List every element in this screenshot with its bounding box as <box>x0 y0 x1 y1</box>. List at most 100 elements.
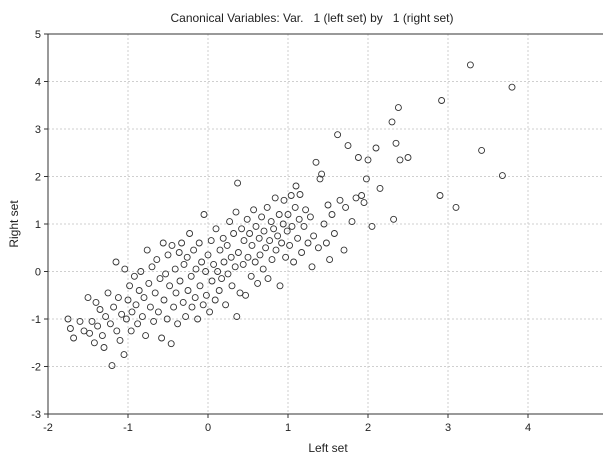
data-point <box>248 241 256 249</box>
data-point <box>376 184 384 192</box>
data-point <box>100 344 108 351</box>
data-point <box>206 308 214 316</box>
data-point <box>291 203 299 211</box>
data-point <box>191 294 199 302</box>
data-point <box>219 234 227 242</box>
data-point <box>168 241 176 249</box>
x-tick-label: 4 <box>525 422 531 434</box>
data-point <box>207 237 215 245</box>
data-point <box>344 142 352 150</box>
data-point <box>320 220 328 228</box>
data-point <box>287 192 295 199</box>
data-point <box>251 258 259 266</box>
data-point <box>342 203 350 211</box>
data-point <box>80 327 88 335</box>
data-point <box>259 265 267 273</box>
data-point <box>90 339 98 347</box>
y-tick-label: 1 <box>35 219 41 231</box>
data-point <box>195 239 203 247</box>
x-axis-title: Left set <box>308 441 348 455</box>
data-point <box>336 196 344 204</box>
data-point <box>306 213 314 221</box>
data-point <box>212 225 220 233</box>
data-point <box>134 320 142 328</box>
data-point <box>112 258 120 266</box>
data-point <box>202 268 210 275</box>
data-point <box>296 191 304 198</box>
data-point <box>228 282 236 290</box>
data-point <box>142 332 150 340</box>
data-point <box>187 272 195 280</box>
data-point <box>267 218 275 226</box>
data-point <box>116 336 124 344</box>
y-tick-label: 3 <box>35 124 41 136</box>
data-point <box>188 303 196 311</box>
data-point <box>128 308 136 316</box>
data-point <box>64 315 72 323</box>
data-point <box>264 275 272 283</box>
data-point <box>300 222 308 230</box>
data-point <box>436 192 444 199</box>
data-point <box>231 263 239 271</box>
data-point <box>270 225 278 233</box>
data-point <box>364 156 372 164</box>
data-point <box>130 272 138 280</box>
data-point <box>151 289 159 297</box>
data-point <box>252 222 260 230</box>
data-point <box>211 296 219 304</box>
data-point <box>372 144 380 152</box>
data-point <box>498 172 506 180</box>
data-point <box>106 320 114 328</box>
data-point <box>184 287 192 294</box>
data-point <box>114 294 122 302</box>
data-point <box>226 218 234 226</box>
data-point <box>163 315 171 323</box>
data-point <box>210 260 218 268</box>
data-point <box>452 203 460 211</box>
data-point <box>294 234 302 242</box>
data-point <box>404 154 412 161</box>
data-point <box>200 211 208 218</box>
data-point <box>358 192 366 199</box>
data-point <box>140 294 148 302</box>
data-point <box>178 239 186 247</box>
data-point <box>126 282 134 290</box>
data-point <box>236 289 244 297</box>
data-point <box>240 237 248 245</box>
data-point <box>145 279 153 287</box>
data-point <box>137 268 145 275</box>
data-point <box>239 260 247 268</box>
data-point <box>243 215 251 223</box>
data-point <box>334 131 342 139</box>
data-point <box>88 317 96 325</box>
y-tick-label: 5 <box>35 29 41 41</box>
data-point <box>146 303 154 311</box>
data-point <box>256 251 264 259</box>
data-point <box>478 146 486 154</box>
data-point <box>160 296 168 304</box>
data-point <box>247 272 255 280</box>
data-point <box>312 158 320 166</box>
data-point <box>260 227 268 235</box>
data-point <box>284 211 292 218</box>
data-point <box>118 310 126 318</box>
data-point <box>302 206 310 214</box>
data-point <box>244 253 252 261</box>
data-point <box>360 199 368 207</box>
data-point <box>272 246 280 254</box>
data-point <box>230 230 238 237</box>
data-point <box>280 196 288 204</box>
y-tick-label: 0 <box>35 267 41 279</box>
data-point <box>98 332 106 340</box>
data-point <box>120 351 128 359</box>
data-point <box>113 327 121 335</box>
y-tick-label: -3 <box>31 409 41 421</box>
data-point <box>330 230 338 237</box>
data-point <box>354 154 362 161</box>
data-point <box>292 182 300 190</box>
data-point <box>352 194 360 202</box>
data-point <box>392 139 400 147</box>
data-point <box>216 246 224 254</box>
data-point <box>232 208 240 216</box>
